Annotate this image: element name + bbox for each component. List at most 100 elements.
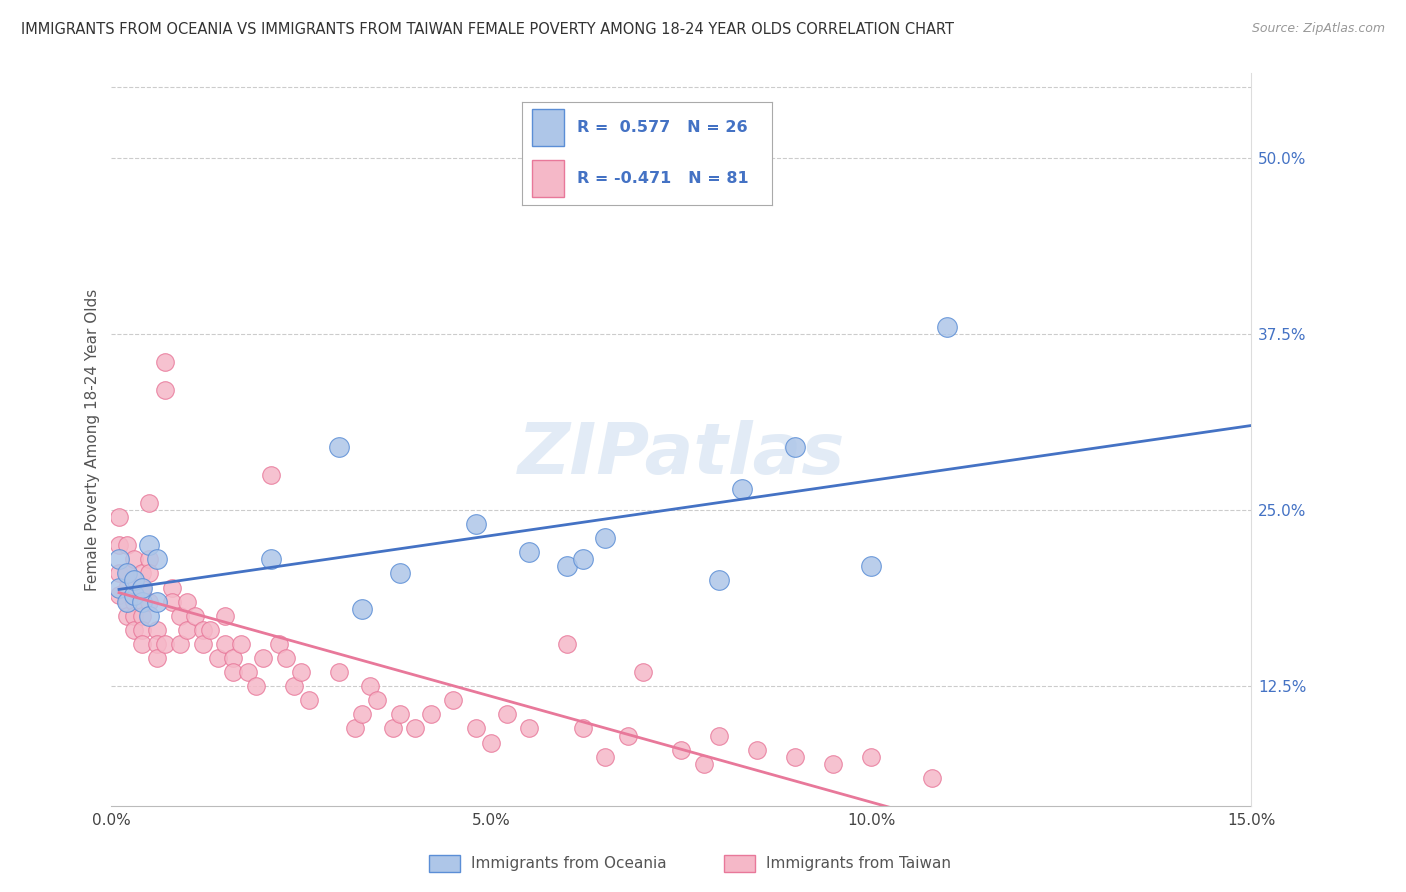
Point bbox=[557, 637, 579, 651]
Point bbox=[108, 510, 131, 524]
Point bbox=[169, 608, 191, 623]
Point bbox=[921, 771, 943, 785]
Point bbox=[108, 588, 131, 602]
Point bbox=[115, 608, 138, 623]
Point bbox=[404, 722, 426, 736]
Point bbox=[176, 594, 198, 608]
Point bbox=[138, 538, 160, 552]
Point bbox=[860, 559, 883, 574]
Point bbox=[671, 742, 693, 756]
Point bbox=[169, 637, 191, 651]
Point bbox=[366, 693, 388, 707]
Text: ZIPatlas: ZIPatlas bbox=[517, 419, 845, 489]
Point bbox=[479, 735, 502, 749]
Text: Immigrants from Taiwan: Immigrants from Taiwan bbox=[766, 856, 952, 871]
Point bbox=[465, 517, 488, 532]
Point bbox=[419, 707, 441, 722]
Point bbox=[108, 566, 131, 581]
Point bbox=[389, 707, 412, 722]
Point bbox=[138, 594, 160, 608]
Point bbox=[160, 581, 183, 595]
Point bbox=[160, 594, 183, 608]
Point bbox=[389, 566, 412, 581]
Point bbox=[709, 729, 731, 743]
Point bbox=[115, 566, 138, 581]
Point bbox=[138, 496, 160, 510]
Point bbox=[238, 665, 260, 679]
Point bbox=[184, 608, 207, 623]
Point bbox=[557, 559, 579, 574]
Point bbox=[146, 637, 169, 651]
Point bbox=[359, 679, 381, 693]
Point bbox=[229, 637, 252, 651]
Point bbox=[138, 566, 160, 581]
Point bbox=[693, 756, 716, 771]
Point bbox=[785, 749, 807, 764]
Point bbox=[153, 355, 176, 369]
Point bbox=[328, 440, 350, 454]
Point bbox=[283, 679, 305, 693]
Point bbox=[122, 574, 145, 588]
Point bbox=[108, 538, 131, 552]
Text: IMMIGRANTS FROM OCEANIA VS IMMIGRANTS FROM TAIWAN FEMALE POVERTY AMONG 18-24 YEA: IMMIGRANTS FROM OCEANIA VS IMMIGRANTS FR… bbox=[21, 22, 955, 37]
Point bbox=[747, 742, 769, 756]
Point bbox=[381, 722, 404, 736]
Point bbox=[146, 552, 169, 566]
Point bbox=[245, 679, 267, 693]
Point bbox=[131, 581, 153, 595]
Point bbox=[115, 566, 138, 581]
Point bbox=[146, 623, 169, 637]
Text: Source: ZipAtlas.com: Source: ZipAtlas.com bbox=[1251, 22, 1385, 36]
Point bbox=[122, 552, 145, 566]
Point bbox=[441, 693, 464, 707]
Point bbox=[495, 707, 517, 722]
Y-axis label: Female Poverty Among 18-24 Year Olds: Female Poverty Among 18-24 Year Olds bbox=[86, 288, 100, 591]
Point bbox=[176, 623, 198, 637]
Point bbox=[252, 651, 274, 665]
Point bbox=[731, 482, 754, 496]
Point bbox=[207, 651, 229, 665]
Point bbox=[115, 538, 138, 552]
Point bbox=[352, 601, 374, 615]
Point bbox=[222, 651, 245, 665]
Point bbox=[115, 594, 138, 608]
Point bbox=[260, 467, 283, 482]
Point bbox=[108, 581, 131, 595]
Point bbox=[571, 552, 593, 566]
Point bbox=[517, 722, 540, 736]
Point bbox=[191, 637, 214, 651]
Point bbox=[131, 623, 153, 637]
Point bbox=[222, 665, 245, 679]
Point bbox=[343, 722, 366, 736]
Point bbox=[191, 623, 214, 637]
Point bbox=[122, 588, 145, 602]
Point bbox=[214, 608, 236, 623]
Point bbox=[595, 531, 617, 545]
Point bbox=[823, 756, 845, 771]
Point bbox=[131, 608, 153, 623]
Point bbox=[138, 608, 160, 623]
Point bbox=[709, 574, 731, 588]
Point bbox=[122, 594, 145, 608]
Point bbox=[131, 637, 153, 651]
Point bbox=[153, 637, 176, 651]
Point bbox=[214, 637, 236, 651]
Point bbox=[595, 749, 617, 764]
Point bbox=[131, 566, 153, 581]
Point bbox=[138, 552, 160, 566]
Point bbox=[298, 693, 321, 707]
Point bbox=[276, 651, 298, 665]
Point bbox=[108, 552, 131, 566]
Point bbox=[122, 581, 145, 595]
Point bbox=[115, 581, 138, 595]
Point bbox=[517, 545, 540, 559]
Point bbox=[131, 581, 153, 595]
Point bbox=[122, 608, 145, 623]
Point bbox=[260, 552, 283, 566]
Point bbox=[633, 665, 655, 679]
Point bbox=[571, 722, 593, 736]
Point bbox=[860, 749, 883, 764]
Point bbox=[290, 665, 312, 679]
Point bbox=[328, 665, 350, 679]
Point bbox=[465, 722, 488, 736]
